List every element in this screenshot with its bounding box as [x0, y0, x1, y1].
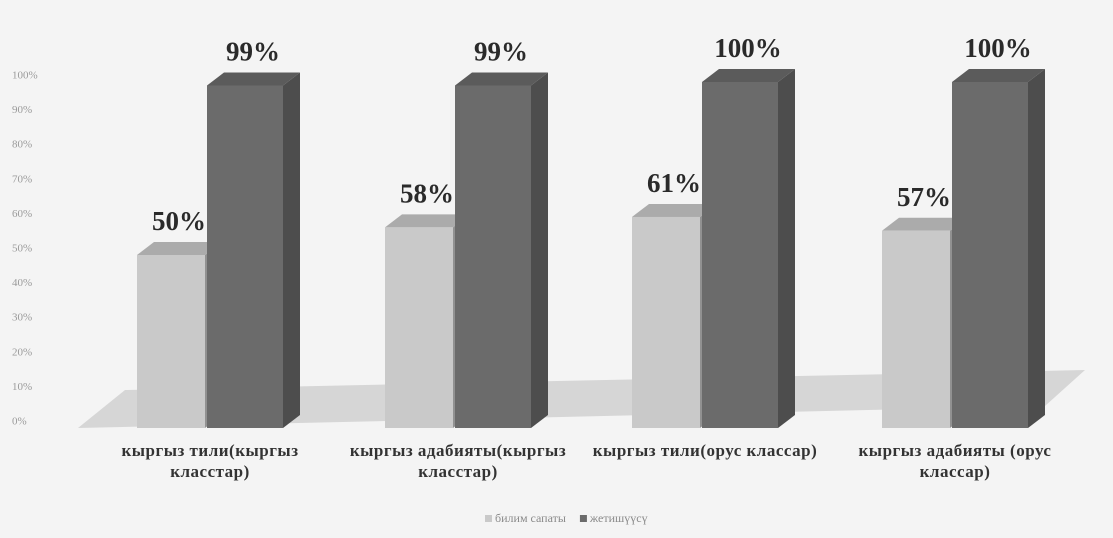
value-label: 61% [647, 168, 701, 198]
bar-front [385, 227, 453, 428]
y-tick-label: 80% [12, 139, 32, 151]
bar-front [207, 85, 283, 429]
y-tick-label: 60% [12, 208, 32, 220]
bar-front [882, 230, 950, 428]
x-tick-label: кыргыз тили(кыргыз класстар) [121, 441, 299, 481]
bar-side [778, 69, 795, 428]
y-tick-label: 90% [12, 104, 32, 116]
legend-swatch [485, 515, 492, 522]
bar-top [455, 72, 548, 86]
y-tick-label: 50% [12, 243, 32, 255]
bar-side [1028, 69, 1045, 428]
legend-label: жетишүүсү [589, 511, 648, 525]
x-tick-label: кыргыз адабияты(кыргыз класстар) [349, 441, 567, 481]
y-tick-label: 100% [12, 70, 38, 82]
y-tick-label: 30% [12, 312, 32, 324]
bar [207, 72, 300, 429]
bar-top [385, 214, 470, 228]
bar-top [632, 203, 717, 217]
x-tick-label: кыргыз адабияты (орус классар) [858, 441, 1052, 481]
x-tick-label: кыргыз тили(орус классар) [592, 441, 818, 460]
bar-top [702, 69, 795, 82]
bar-front [632, 216, 700, 428]
bar-front [952, 82, 1028, 428]
y-tick-label: 70% [12, 173, 32, 185]
value-label: 99% [474, 37, 528, 67]
value-label: 100% [714, 33, 782, 63]
bar-top [952, 69, 1045, 82]
legend-swatch [579, 515, 587, 522]
value-label: 50% [152, 206, 206, 236]
bar-top [207, 72, 300, 86]
bar-front [455, 85, 531, 429]
bar [952, 69, 1045, 428]
value-label: 99% [226, 37, 280, 67]
bar-front [702, 82, 778, 428]
legend-label: билим сапаты [495, 511, 566, 525]
y-tick-label: 40% [12, 277, 32, 289]
floor [78, 370, 1085, 428]
bar [455, 72, 548, 429]
value-label: 100% [964, 33, 1032, 63]
bar-side [531, 72, 548, 429]
bar-front [137, 255, 205, 428]
bar-side [283, 72, 300, 429]
bar [702, 69, 795, 428]
bar-top [137, 242, 222, 255]
y-tick-label: 10% [12, 381, 32, 393]
y-tick-label: 0% [12, 416, 27, 428]
value-label: 57% [897, 182, 951, 212]
bar-top [882, 217, 967, 231]
value-label: 58% [400, 179, 454, 209]
y-tick-label: 20% [12, 346, 32, 358]
